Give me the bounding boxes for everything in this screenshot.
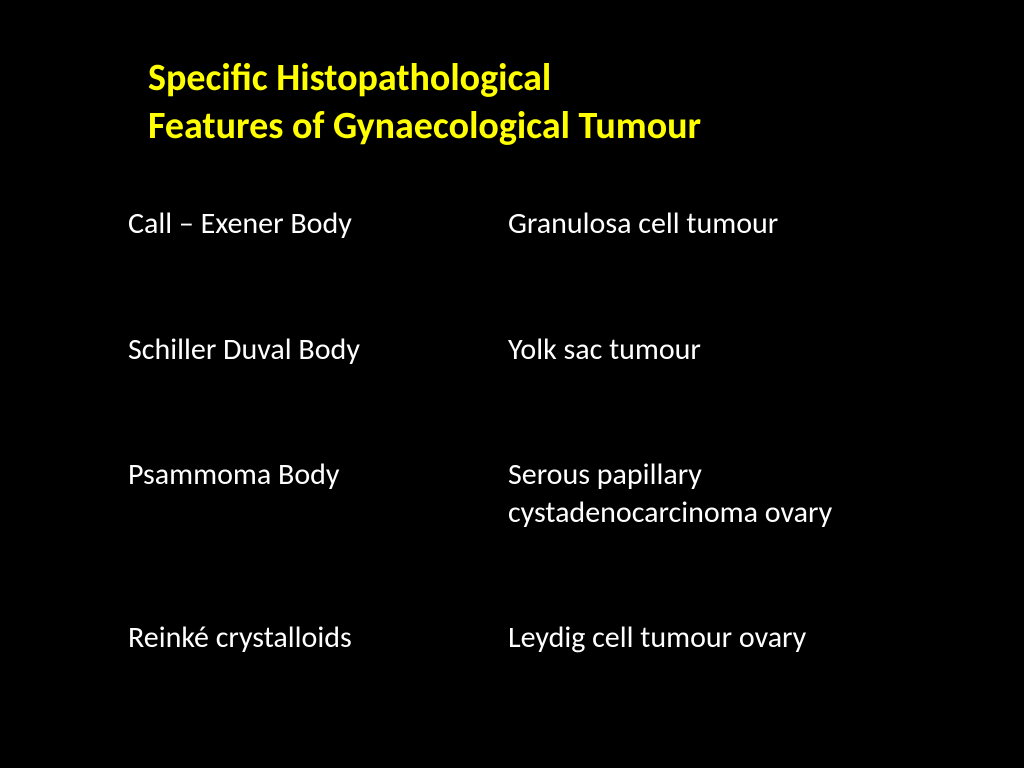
tumour-cell: Yolk sac tumour [508,331,898,369]
feature-cell: Call – Exener Body [128,205,508,242]
tumour-cell: Serous papillary cystadenocarcinoma ovar… [508,456,898,531]
slide-title: Specific Histopathological Features of G… [148,55,701,150]
feature-cell: Schiller Duval Body [128,331,508,368]
table-row: Reinké crystalloids Leydig cell tumour o… [128,619,898,657]
slide: Specific Histopathological Features of G… [0,0,1024,768]
title-line-2: Features of Gynaecological Tumour [148,103,701,151]
tumour-cell: Leydig cell tumour ovary [508,619,898,657]
content-table: Call – Exener Body Granulosa cell tumour… [128,205,898,657]
table-row: Psammoma Body Serous papillary cystadeno… [128,456,898,531]
feature-cell: Psammoma Body [128,456,508,493]
table-row: Schiller Duval Body Yolk sac tumour [128,331,898,369]
table-row: Call – Exener Body Granulosa cell tumour [128,205,898,243]
feature-cell: Reinké crystalloids [128,619,508,656]
title-line-1: Specific Histopathological [148,55,701,103]
tumour-cell: Granulosa cell tumour [508,205,898,243]
